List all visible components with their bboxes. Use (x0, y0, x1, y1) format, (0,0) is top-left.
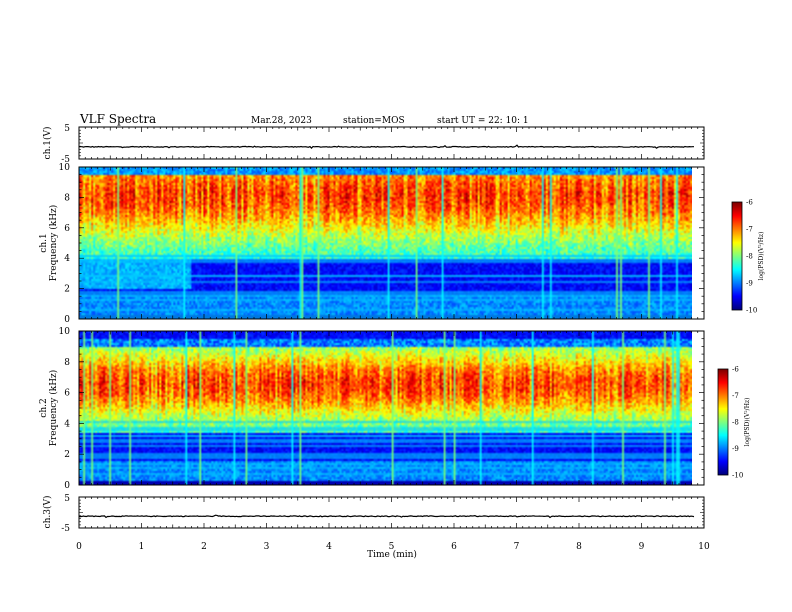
ch3-waveform-ticks (78, 496, 705, 529)
time-axis-tick-labels: 0 1 2 3 4 5 6 7 8 9 10 (76, 542, 710, 552)
time-axis-label: Time (min) (367, 549, 417, 560)
ch1-ytick-top: 5 (64, 124, 70, 134)
ch3-ytick-bottom: -5 (61, 524, 70, 534)
ch1-waveform-line (79, 144, 694, 149)
date-label: Mar.28, 2023 (251, 116, 312, 126)
ch1-colorbar (732, 202, 742, 310)
ch2-spectrogram-panel: 0 2 4 6 8 10 ch.2 Frequency (kHz) -6 -7 -8 -9 -10… (39, 327, 751, 491)
time-tick-label: 1 (139, 542, 145, 552)
colorbar-tick-label: -6 (732, 366, 739, 374)
frequency-tick-label: 2 (64, 450, 70, 460)
frequency-tick-label: 8 (64, 193, 70, 203)
time-tick-label: 3 (264, 542, 270, 552)
ch1-frequency-axis-label: Frequency (kHz) (48, 205, 59, 282)
colorbar-tick-label: -7 (732, 392, 739, 400)
start-time-label: start UT = 22: 10: 1 (437, 116, 529, 126)
ch1-frequency-tick-labels: 0 2 4 6 8 10 (59, 163, 71, 325)
ch1-waveform-panel: 5 -5 ch.1(V) (42, 124, 705, 165)
ch2-colorbar-frame (717, 368, 729, 476)
colorbar-tick-label: -10 (732, 472, 743, 480)
ch1-colorbar-label: log(PSD)(V²/Hz) (758, 232, 765, 281)
frequency-tick-label: 0 (64, 481, 70, 491)
colorbar-tick-label: -8 (746, 253, 753, 261)
time-tick-label: 4 (326, 542, 332, 552)
ch1-colorbar-frame (731, 201, 743, 311)
ch2-colorbar-tick-labels: -6 -7 -8 -9 -10 (732, 366, 743, 480)
ch3-ytick-top: 5 (64, 494, 70, 504)
time-tick-label: 9 (639, 542, 645, 552)
time-tick-label: 0 (76, 542, 82, 552)
frequency-tick-label: 10 (59, 163, 71, 173)
ch2-spectrogram-ylabel: ch.2 (39, 398, 49, 417)
ch1-waveform-ticks (78, 126, 705, 160)
ch3-waveform-panel: 5 -5 ch.3(V) 0 1 2 3 4 5 6 7 8 9 10 Time (min) (42, 494, 710, 560)
colorbar-tick-label: -7 (746, 226, 753, 234)
ch1-colorbar-tick-labels: -6 -7 -8 -9 -10 (746, 199, 757, 315)
ch2-frequency-axis-label: Frequency (kHz) (48, 370, 59, 447)
colorbar-tick-label: -10 (746, 307, 757, 315)
ch2-spectrogram-image (79, 331, 692, 485)
ch2-spectrogram-ticks (78, 330, 705, 486)
figure-title: VLF Spectra (79, 112, 156, 126)
time-tick-label: 2 (201, 542, 207, 552)
time-tick-label: 8 (576, 542, 582, 552)
colorbar-tick-label: -9 (732, 445, 739, 453)
frequency-tick-label: 4 (64, 419, 70, 429)
ch1-spectrogram-panel: 0 2 4 6 8 10 ch.1 Frequency (kHz) -6 -7 -8 -9 -10… (39, 163, 765, 325)
ch1-ytick-bottom: -5 (61, 155, 70, 165)
ch1-spectrogram-ylabel: ch.1 (39, 233, 49, 252)
frequency-tick-label: 8 (64, 358, 70, 368)
colorbar-tick-label: -8 (732, 419, 739, 427)
ch2-colorbar (718, 369, 728, 475)
ch1-spectrogram-ticks (78, 166, 705, 320)
ch3-waveform-ylabel: ch.3(V) (42, 496, 53, 529)
ch2-colorbar-label: log(PSD)(V²/Hz) (744, 398, 751, 447)
frequency-tick-label: 6 (64, 224, 70, 234)
colorbar-tick-label: -6 (746, 199, 753, 207)
frequency-tick-label: 4 (64, 254, 70, 264)
ch1-waveform-ylabel: ch.1(V) (42, 127, 53, 160)
frequency-tick-label: 0 (64, 315, 70, 325)
ch2-frequency-tick-labels: 0 2 4 6 8 10 (59, 327, 71, 491)
frequency-tick-label: 10 (59, 327, 71, 337)
time-tick-label: 10 (698, 542, 710, 552)
time-tick-label: 7 (514, 542, 520, 552)
station-label: station=MOS (343, 116, 405, 126)
ch3-waveform-line (78, 514, 695, 519)
colorbar-tick-label: -9 (746, 280, 753, 288)
ch1-spectrogram-image (79, 167, 692, 319)
time-tick-label: 5 (389, 542, 395, 552)
frequency-tick-label: 6 (64, 389, 70, 399)
frequency-tick-label: 2 (64, 285, 70, 295)
time-tick-label: 6 (451, 542, 457, 552)
